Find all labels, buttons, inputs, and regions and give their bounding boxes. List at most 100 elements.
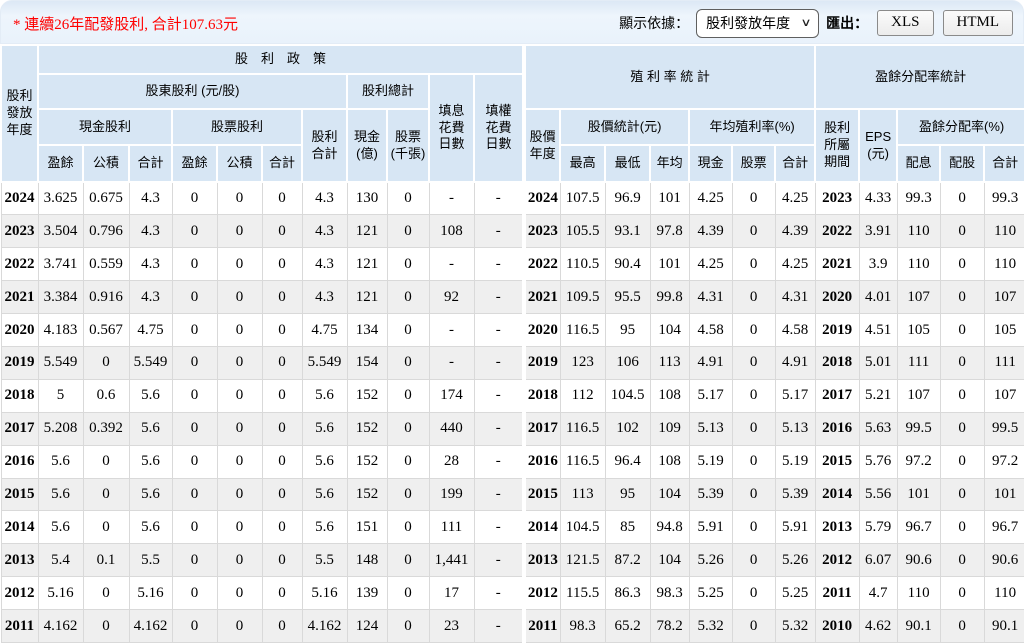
cell-fill_right_days: -	[473, 444, 527, 479]
header-dividend-total: 股利 合計	[301, 108, 348, 183]
cell-price_low: 102	[604, 411, 651, 446]
cell-belong_period: 2015	[814, 444, 860, 479]
cell-price_high: 115.5	[559, 576, 606, 611]
cell-price_year: 2019	[523, 345, 561, 380]
cell-cash_surplus: 0.567	[82, 313, 130, 347]
cell-price_year: 2020	[523, 313, 561, 347]
cell-payout_cash: 99.5	[896, 411, 941, 446]
header-cash-billion: 現金 (億)	[346, 108, 388, 183]
cell-price_low: 95	[604, 313, 651, 347]
cell-yield_cash: 5.17	[688, 378, 733, 413]
cell-price_avg: 108	[649, 444, 690, 479]
cell-price_low: 90.4	[604, 247, 651, 282]
cell-year: 2018	[0, 378, 39, 413]
cell-eps: 5.63	[858, 411, 898, 446]
cell-payout_total: 110	[983, 576, 1024, 611]
cell-yield_total: 5.91	[774, 510, 816, 545]
cell-cash_earn: 3.741	[37, 247, 84, 282]
cell-payout_total: 111	[983, 345, 1024, 380]
cell-cash_total: 4.3	[128, 181, 173, 216]
cell-stock_total: 0	[261, 576, 303, 611]
cell-cash_earn: 5.549	[37, 345, 84, 380]
cell-payout_cash: 107	[896, 378, 941, 413]
cell-cash_total: 4.3	[128, 214, 173, 249]
header-cash-surplus: 公積	[82, 144, 130, 183]
cell-stock_surplus: 0	[216, 609, 263, 643]
cell-belong_period: 2018	[814, 345, 860, 380]
cell-fill_div_days: 174	[428, 378, 475, 413]
cell-cash_surplus: 0.796	[82, 214, 130, 249]
cell-total_cash_billion: 130	[346, 181, 388, 216]
cell-fill_div_days: 108	[428, 214, 475, 249]
cell-cash_earn: 3.504	[37, 214, 84, 249]
cell-cash_total: 5.6	[128, 378, 173, 413]
header-stock-thousand: 股票 (千張)	[386, 108, 430, 183]
cell-payout_total: 99.3	[983, 181, 1024, 216]
cell-year: 2016	[0, 444, 39, 479]
cell-cash_earn: 3.384	[37, 280, 84, 315]
cell-price_avg: 113	[649, 345, 690, 380]
cell-fill_div_days: 17	[428, 576, 475, 611]
cell-stock_surplus: 0	[216, 411, 263, 446]
cell-stock_earn: 0	[171, 181, 218, 216]
cell-price_high: 98.3	[559, 609, 606, 643]
cell-yield_cash: 5.25	[688, 576, 733, 611]
cell-total_cash_billion: 121	[346, 247, 388, 282]
cell-div_total: 5.6	[301, 444, 348, 479]
cell-div_total: 4.3	[301, 280, 348, 315]
cell-payout_total: 96.7	[983, 510, 1024, 545]
cell-fill_right_days: -	[473, 214, 527, 249]
cell-total_stock_thousand: 0	[386, 609, 430, 643]
cell-cash_surplus: 0	[82, 576, 130, 611]
cell-total_stock_thousand: 0	[386, 378, 430, 413]
table-row: 2024 3.625 0.675 4.3 0 0 0 4.3 130 0- -2024 107.5 96…	[0, 181, 1024, 216]
cell-stock_total: 0	[261, 313, 303, 347]
cell-fill_div_days: 440	[428, 411, 475, 446]
cell-cash_surplus: 0	[82, 510, 130, 545]
header-avg-yield: 年均殖利率(%)	[688, 108, 817, 146]
cell-yield_total: 5.39	[774, 477, 816, 512]
cell-yield_cash: 4.25	[688, 247, 733, 282]
cell-div_total: 5.6	[301, 477, 348, 512]
table-row: 2013 5.4 0.1 5.5 0 0 0 5.5 148 0 1,441-2013 121.5 87…	[0, 543, 1024, 578]
cell-stock_earn: 0	[171, 345, 218, 380]
header-cash-dividend: 現金股利	[37, 108, 173, 146]
cell-total_cash_billion: 152	[346, 411, 388, 446]
cell-stock_earn: 0	[171, 444, 218, 479]
cell-eps: 4.7	[858, 576, 898, 611]
cell-fill_right_days: -	[473, 411, 527, 446]
export-xls-button[interactable]: XLS	[877, 10, 934, 36]
cell-price_avg: 101	[649, 247, 690, 282]
cell-stock_surplus: 0	[216, 247, 263, 282]
cell-price_low: 65.2	[604, 609, 651, 643]
cell-stock_earn: 0	[171, 543, 218, 578]
cell-fill_right_days: -	[473, 345, 527, 380]
table-row: 2015 5.6 0 5.6 0 0 0 5.6 152 0 199-2015 113 95 104 5.3…	[0, 477, 1024, 512]
cell-stock_surplus: 0	[216, 510, 263, 545]
cell-payout_cash: 111	[896, 345, 941, 380]
cell-total_cash_billion: 121	[346, 280, 388, 315]
cell-stock_earn: 0	[171, 313, 218, 347]
cell-price_high: 110.5	[559, 247, 606, 282]
cell-payout_stock: 0	[939, 214, 985, 249]
cell-payout_cash: 90.6	[896, 543, 941, 578]
cell-price_year: 2022	[523, 247, 561, 282]
display-by-select[interactable]: 股利發放年度 ∨	[696, 8, 820, 38]
cell-fill_right_days: -	[473, 247, 527, 282]
export-html-button[interactable]: HTML	[942, 10, 1013, 36]
cell-price_low: 93.1	[604, 214, 651, 249]
cell-cash_earn: 5.6	[37, 444, 84, 479]
cell-payout_cash: 110	[896, 247, 941, 282]
cell-price_avg: 78.2	[649, 609, 690, 643]
header-price-low: 最低	[604, 144, 652, 183]
cell-year: 2020	[0, 313, 39, 347]
cell-year: 2017	[0, 411, 39, 446]
cell-stock_total: 0	[261, 411, 303, 446]
cell-price_low: 95.5	[604, 280, 651, 315]
cell-stock_total: 0	[261, 181, 303, 216]
cell-yield_total: 4.91	[774, 345, 816, 380]
export-label: 匯出：	[826, 15, 869, 31]
cell-payout_total: 97.2	[983, 444, 1024, 479]
cell-div_total: 5.6	[301, 510, 348, 545]
